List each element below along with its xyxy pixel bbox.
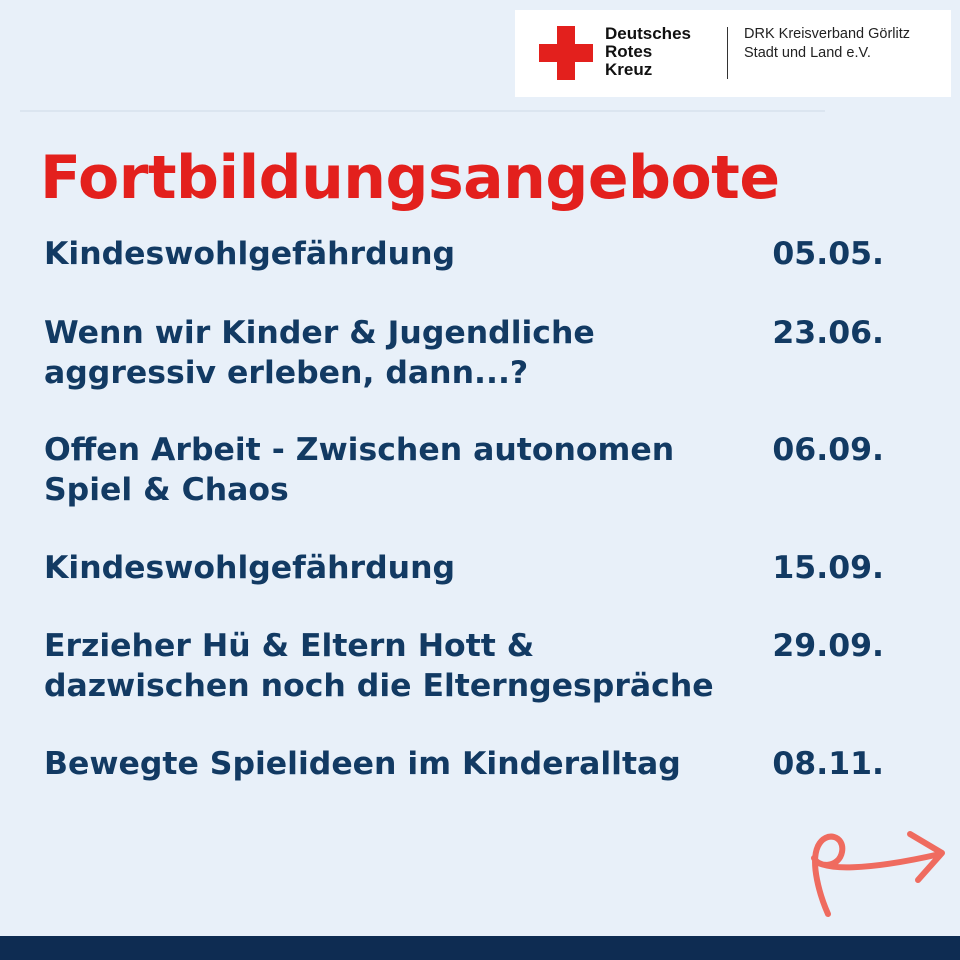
logo-name-line: Rotes (605, 42, 653, 61)
page-title: Fortbildungsangebote (40, 143, 780, 213)
course-title-line: Spiel & Chaos (44, 472, 289, 508)
course-title: Bewegte Spielideen im Kinderalltag (44, 744, 744, 784)
course-title-line: Erzieher Hü & Eltern Hott & (44, 628, 535, 664)
course-title: Offen Arbeit - Zwischen autonomen Spiel … (44, 430, 744, 510)
logo-divider (727, 27, 728, 79)
course-date: 29.09. (772, 628, 884, 664)
course-date: 08.11. (772, 746, 884, 782)
course-title-line: Offen Arbeit - Zwischen autonomen (44, 432, 675, 468)
logo-name: Deutsches Rotes Kreuz (605, 25, 691, 79)
course-title-line: Wenn wir Kinder & Jugendliche (44, 315, 595, 351)
course-title: Kindeswohlgefährdung (44, 234, 744, 274)
course-title: Kindeswohlgefährdung (44, 548, 744, 588)
course-title-line: Bewegte Spielideen im Kinderalltag (44, 746, 681, 782)
drk-logo: Deutsches Rotes Kreuz DRK Kreisverband G… (515, 10, 951, 97)
next-arrow-icon[interactable] (800, 818, 955, 923)
course-title: Wenn wir Kinder & Jugendliche aggressiv … (44, 313, 744, 393)
red-cross-icon (539, 26, 593, 80)
logo-name-line: Kreuz (605, 60, 653, 79)
course-date: 06.09. (772, 432, 884, 468)
course-title-line: Kindeswohlgefährdung (44, 550, 456, 586)
logo-name-line: Deutsches (605, 24, 691, 43)
divider (20, 110, 825, 112)
course-date: 05.05. (772, 236, 884, 272)
logo-org: DRK Kreisverband Görlitz Stadt und Land … (744, 25, 910, 63)
logo-org-line: DRK Kreisverband Görlitz (744, 26, 910, 42)
course-title-line: Kindeswohlgefährdung (44, 236, 456, 272)
bottom-bar (0, 936, 960, 960)
course-title-line: aggressiv erleben, dann...? (44, 355, 529, 391)
course-date: 23.06. (772, 315, 884, 351)
logo-org-line: Stadt und Land e.V. (744, 45, 871, 61)
course-title: Erzieher Hü & Eltern Hott & dazwischen n… (44, 626, 744, 706)
course-date: 15.09. (772, 550, 884, 586)
course-title-line: dazwischen noch die Elterngespräche (44, 668, 714, 704)
